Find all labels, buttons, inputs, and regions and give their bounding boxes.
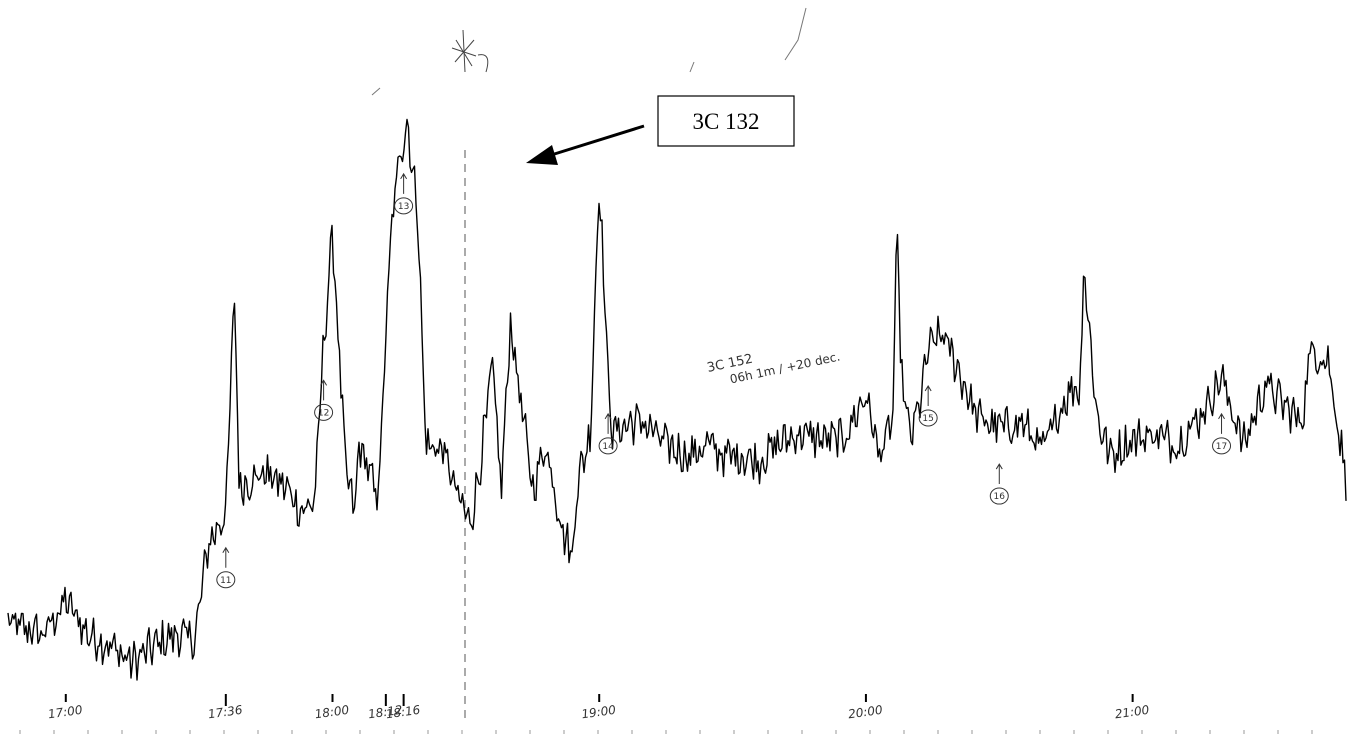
marker-17: 17 xyxy=(1212,412,1232,455)
time-axis-baseline xyxy=(19,730,1313,734)
marker-arrow-icon xyxy=(995,463,1003,485)
marker-group: 11 12 13 14 15 16 17 xyxy=(216,172,1232,589)
callout-label: 3C 132 xyxy=(692,109,759,134)
marker-label: 15 xyxy=(922,414,933,424)
marker-label: 12 xyxy=(318,408,329,418)
callout-3c132: 3C 132 xyxy=(526,95,795,165)
x-tick-label: 17:00 xyxy=(47,703,84,722)
series-line-radio-trace xyxy=(7,118,1347,681)
marker-arrow-icon xyxy=(320,379,328,401)
x-tick-label: 20:00 xyxy=(847,703,884,722)
x-tick-label: 18:12 xyxy=(367,703,403,722)
marker-circle xyxy=(1212,437,1232,455)
marker-circle xyxy=(918,409,938,427)
star-scribble-icon xyxy=(451,29,489,73)
marker-arrow-icon xyxy=(222,546,230,568)
marker-label: 14 xyxy=(602,442,614,452)
marker-circle xyxy=(989,487,1009,505)
time-ticks xyxy=(64,694,1134,706)
marker-label: 16 xyxy=(994,492,1006,502)
marker-circle xyxy=(598,437,618,455)
x-tick-label: 18:16 xyxy=(385,703,422,722)
marker-15: 15 xyxy=(918,384,938,427)
marker-circle xyxy=(216,571,236,589)
callout-arrowhead-icon xyxy=(526,145,558,165)
marker-label: 17 xyxy=(1216,442,1227,452)
callout-box xyxy=(657,95,795,147)
marker-13: 13 xyxy=(394,172,414,215)
marker-arrow-icon xyxy=(1218,412,1225,434)
marker-label: 11 xyxy=(220,576,231,586)
marker-11: 11 xyxy=(216,546,236,589)
marker-arrow-icon xyxy=(604,412,612,434)
marker-14: 14 xyxy=(598,412,618,455)
marker-16: 16 xyxy=(989,463,1009,505)
callout-arrow-shaft xyxy=(547,124,645,158)
x-tick-label: 19:00 xyxy=(581,703,618,722)
marker-12: 12 xyxy=(314,379,334,421)
hand-drawn-decorations xyxy=(371,7,807,720)
marker-arrow-icon xyxy=(400,172,408,194)
marker-circle xyxy=(314,403,334,421)
x-tick-label: 17:36 xyxy=(207,703,244,722)
marker-arrow-icon xyxy=(924,384,932,406)
marker-circle xyxy=(394,197,414,215)
marker-label: 13 xyxy=(398,202,409,212)
x-tick-label: 21:00 xyxy=(1114,703,1151,722)
annotation-3c152: 3C 152 06h 1m / +20 dec. xyxy=(706,349,842,386)
x-tick-label: 18:00 xyxy=(314,703,351,722)
pen-tick-icon xyxy=(371,7,807,96)
